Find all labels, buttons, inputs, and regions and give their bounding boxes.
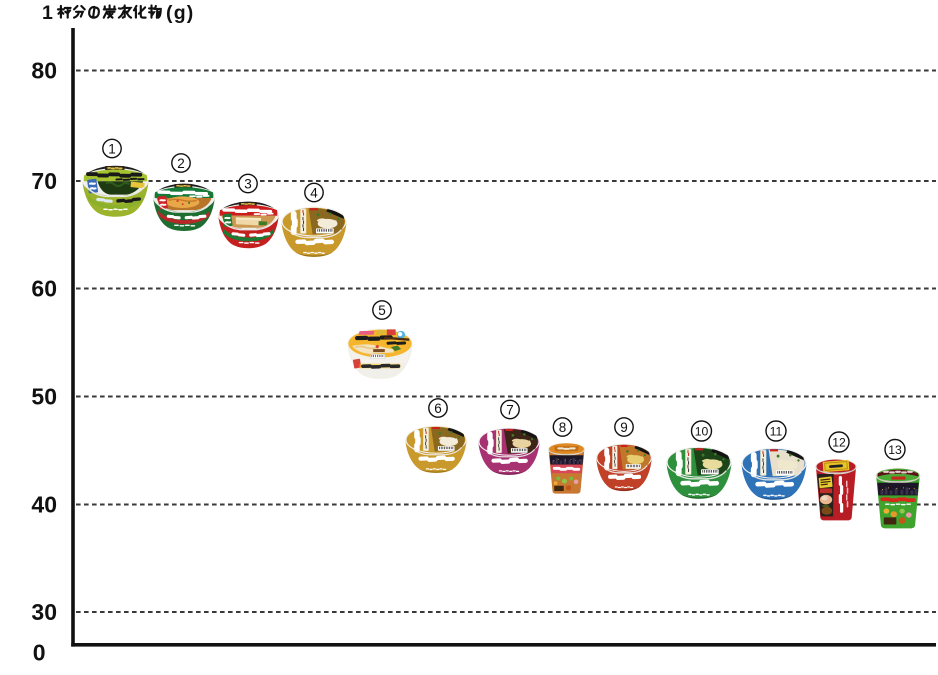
svg-text:11: 11 (770, 424, 783, 438)
svg-text:1: 1 (108, 141, 116, 156)
svg-text:8: 8 (559, 420, 567, 435)
svg-text:80: 80 (31, 58, 57, 84)
svg-text:60: 60 (31, 276, 57, 302)
svg-text:(g): (g) (166, 2, 195, 24)
svg-text:12: 12 (832, 435, 846, 449)
svg-text:30: 30 (31, 599, 57, 625)
svg-text:0: 0 (33, 640, 46, 666)
svg-text:10: 10 (695, 424, 709, 438)
svg-text:70: 70 (31, 168, 57, 194)
svg-text:1: 1 (42, 2, 53, 24)
svg-text:13: 13 (888, 443, 902, 457)
svg-text:6: 6 (434, 401, 442, 416)
svg-text:5: 5 (378, 303, 386, 318)
svg-text:50: 50 (31, 384, 57, 410)
svg-text:3: 3 (244, 176, 252, 191)
svg-text:9: 9 (620, 420, 628, 435)
svg-text:4: 4 (310, 185, 318, 200)
svg-text:2: 2 (177, 156, 185, 171)
svg-text:40: 40 (31, 492, 57, 518)
svg-text:7: 7 (506, 402, 514, 417)
